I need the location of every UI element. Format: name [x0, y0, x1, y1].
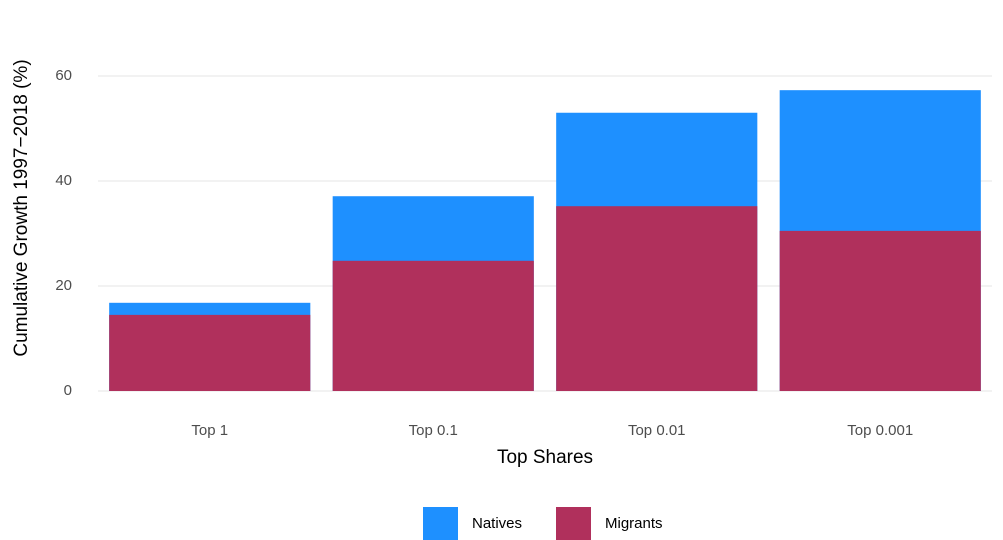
y-tick-label: 20: [55, 277, 72, 294]
x-tick-label: Top 0.1: [409, 422, 458, 439]
y-tick-label: 40: [55, 172, 72, 189]
bar: [779, 230, 981, 391]
legend-swatch: [423, 507, 458, 540]
x-tick-label: Top 1: [191, 422, 228, 439]
y-tick-label: 0: [64, 382, 72, 399]
x-tick-label: Top 0.01: [628, 422, 686, 439]
bar: [556, 206, 758, 391]
x-tick-label: Top 0.001: [847, 422, 913, 439]
legend-swatch: [556, 507, 591, 540]
bar: [332, 260, 534, 391]
bar: [109, 314, 311, 391]
y-tick-label: 60: [55, 67, 72, 84]
legend-label: Migrants: [605, 515, 663, 532]
y-axis-title: Cumulative Growth 1997−2018 (%): [11, 59, 32, 356]
x-axis-title: Top Shares: [497, 447, 593, 468]
legend-label: Natives: [472, 515, 522, 532]
